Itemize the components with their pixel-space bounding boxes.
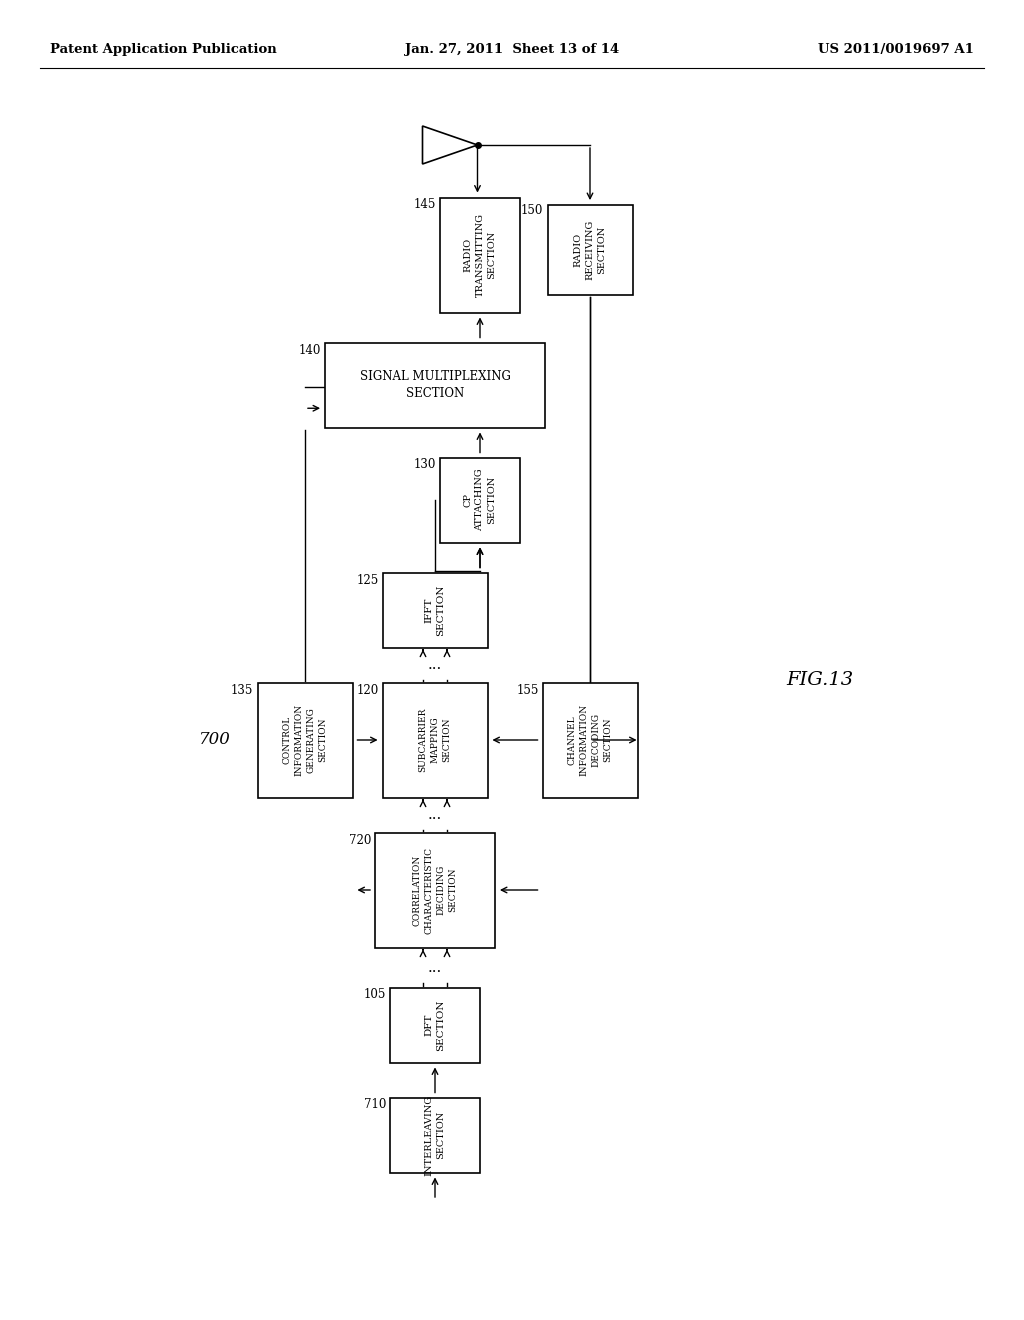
Text: ...: ... bbox=[428, 961, 442, 974]
Bar bbox=[390, 1097, 480, 1172]
Text: 720: 720 bbox=[348, 833, 371, 846]
Text: ...: ... bbox=[428, 657, 442, 672]
Text: Jan. 27, 2011  Sheet 13 of 14: Jan. 27, 2011 Sheet 13 of 14 bbox=[404, 44, 620, 57]
Text: 710: 710 bbox=[364, 1098, 386, 1111]
Text: IFFT
SECTION: IFFT SECTION bbox=[425, 585, 445, 636]
Text: INTERLEAVING
SECTION: INTERLEAVING SECTION bbox=[425, 1094, 445, 1176]
Text: 155: 155 bbox=[516, 684, 539, 697]
Text: 120: 120 bbox=[356, 684, 379, 697]
Text: ...: ... bbox=[428, 808, 442, 822]
Text: US 2011/0019697 A1: US 2011/0019697 A1 bbox=[818, 44, 974, 57]
Text: RADIO
RECEIVING
SECTION: RADIO RECEIVING SECTION bbox=[573, 220, 606, 280]
Text: 700: 700 bbox=[199, 731, 231, 748]
Bar bbox=[257, 682, 352, 797]
Text: CORRELATION
CHARACTERISTIC
DECIDING
SECTION: CORRELATION CHARACTERISTIC DECIDING SECT… bbox=[413, 846, 457, 933]
Bar bbox=[325, 342, 545, 428]
Text: CP
ATTACHING
SECTION: CP ATTACHING SECTION bbox=[464, 469, 497, 532]
Text: Patent Application Publication: Patent Application Publication bbox=[50, 44, 276, 57]
Bar bbox=[383, 573, 487, 648]
Bar bbox=[375, 833, 495, 948]
Text: 150: 150 bbox=[521, 203, 544, 216]
Text: 135: 135 bbox=[231, 684, 254, 697]
Text: SIGNAL MULTIPLEXING
SECTION: SIGNAL MULTIPLEXING SECTION bbox=[359, 370, 510, 400]
Text: CONTROL
INFORMATION
GENERATING
SECTION: CONTROL INFORMATION GENERATING SECTION bbox=[283, 704, 328, 776]
Bar bbox=[543, 682, 638, 797]
Bar bbox=[440, 458, 520, 543]
Text: CHANNEL
INFORMATION
DECODING
SECTION: CHANNEL INFORMATION DECODING SECTION bbox=[567, 704, 612, 776]
Bar bbox=[548, 205, 633, 294]
Text: FIG.13: FIG.13 bbox=[786, 671, 854, 689]
Bar bbox=[440, 198, 520, 313]
Text: RADIO
TRANSMITTING
SECTION: RADIO TRANSMITTING SECTION bbox=[464, 213, 497, 297]
Text: 140: 140 bbox=[299, 343, 321, 356]
Text: 145: 145 bbox=[414, 198, 436, 211]
Text: DFT
SECTION: DFT SECTION bbox=[425, 999, 445, 1051]
Bar bbox=[390, 987, 480, 1063]
Bar bbox=[383, 682, 487, 797]
Text: 125: 125 bbox=[356, 573, 379, 586]
Text: 105: 105 bbox=[364, 989, 386, 1002]
Text: SUBCARRIER
MAPPING
SECTION: SUBCARRIER MAPPING SECTION bbox=[419, 708, 452, 772]
Text: 130: 130 bbox=[414, 458, 436, 471]
